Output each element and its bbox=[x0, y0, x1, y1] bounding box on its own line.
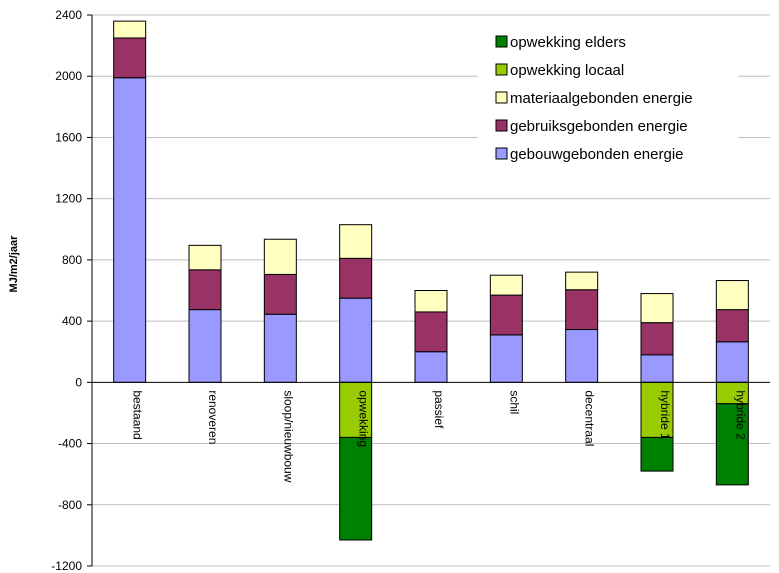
bar-segment bbox=[640, 436, 674, 472]
bars-layer bbox=[113, 20, 749, 541]
category-label: hybride 2 bbox=[733, 390, 747, 440]
legend: opwekking elders opwekking locaal materiaa… bbox=[478, 26, 738, 173]
bar-segment bbox=[188, 309, 222, 383]
ticks-layer: -1200 -800 -400 0 400 800 1200 1600 2000 2400 bbox=[51, 8, 82, 573]
category-label: sloop/nieuwbouw bbox=[281, 390, 295, 482]
y-tick-label: 2400 bbox=[55, 8, 82, 22]
legend-label: gebruiksgebonden energie bbox=[510, 118, 688, 135]
y-tick-label: 0 bbox=[75, 375, 82, 389]
bar-segment bbox=[414, 290, 448, 313]
bar-segment bbox=[339, 224, 373, 259]
bar-segment bbox=[339, 297, 373, 383]
bar-segment bbox=[715, 309, 749, 343]
category-label: schil bbox=[507, 390, 521, 414]
legend-label: opwekking elders bbox=[510, 34, 626, 51]
bar-segment bbox=[263, 313, 297, 383]
bar-segment bbox=[339, 381, 373, 438]
y-tick-label: 1600 bbox=[55, 130, 82, 144]
bar-segment bbox=[640, 354, 674, 383]
bar-segment bbox=[489, 334, 523, 383]
bar-segment bbox=[640, 322, 674, 356]
y-tick-label: 1200 bbox=[55, 192, 82, 206]
y-tick-label: 800 bbox=[62, 253, 82, 267]
bar-segment bbox=[640, 293, 674, 324]
category-label: decentraal bbox=[583, 390, 597, 446]
legend-swatch bbox=[495, 119, 508, 132]
bar-segment bbox=[188, 269, 222, 311]
category-label: hybride 1 bbox=[658, 390, 672, 440]
bar-segment bbox=[565, 329, 599, 383]
bar-segment bbox=[640, 381, 674, 438]
y-tick-label: -1200 bbox=[51, 559, 82, 573]
bar-segment bbox=[263, 273, 297, 315]
legend-background bbox=[478, 26, 738, 173]
bar-segment bbox=[715, 280, 749, 311]
bar-segment bbox=[113, 77, 147, 383]
y-tick-label: 2000 bbox=[55, 69, 82, 83]
legend-label: opwekking locaal bbox=[510, 62, 624, 79]
y-tick-label: 400 bbox=[62, 314, 82, 328]
bar-segment bbox=[339, 257, 373, 299]
bar-segment bbox=[113, 20, 147, 39]
category-label: renoveren bbox=[206, 390, 220, 444]
bar-segment bbox=[715, 403, 749, 486]
legend-label: gebouwgebonden energie bbox=[510, 146, 684, 163]
bar-segment bbox=[113, 37, 147, 79]
bar-segment bbox=[188, 244, 222, 271]
category-label: passief bbox=[432, 390, 446, 429]
y-axis-title: MJ/m2/jaar bbox=[8, 235, 20, 293]
legend-label: materiaalgebonden energie bbox=[510, 90, 693, 107]
legend-swatch bbox=[495, 35, 508, 48]
y-tick-label: -400 bbox=[58, 437, 82, 451]
bar-segment bbox=[489, 294, 523, 336]
bar-segment bbox=[489, 274, 523, 296]
bar-segment bbox=[414, 311, 448, 353]
bar-segment bbox=[565, 289, 599, 331]
legend-swatch bbox=[495, 147, 508, 160]
axis-layer bbox=[87, 14, 770, 567]
category-label: bestaand bbox=[131, 390, 145, 439]
category-labels-layer: bestaand renoveren sloop/nieuwbouw opwekkin… bbox=[131, 390, 748, 482]
y-tick-label: -800 bbox=[58, 498, 82, 512]
category-label: opwekking bbox=[357, 390, 371, 447]
bar-segment bbox=[715, 341, 749, 383]
bar-segment bbox=[414, 351, 448, 383]
bar-segment bbox=[565, 271, 599, 291]
legend-swatch bbox=[495, 91, 508, 104]
bar-segment bbox=[263, 238, 297, 275]
bar-segment bbox=[339, 436, 373, 541]
legend-swatch bbox=[495, 63, 508, 76]
